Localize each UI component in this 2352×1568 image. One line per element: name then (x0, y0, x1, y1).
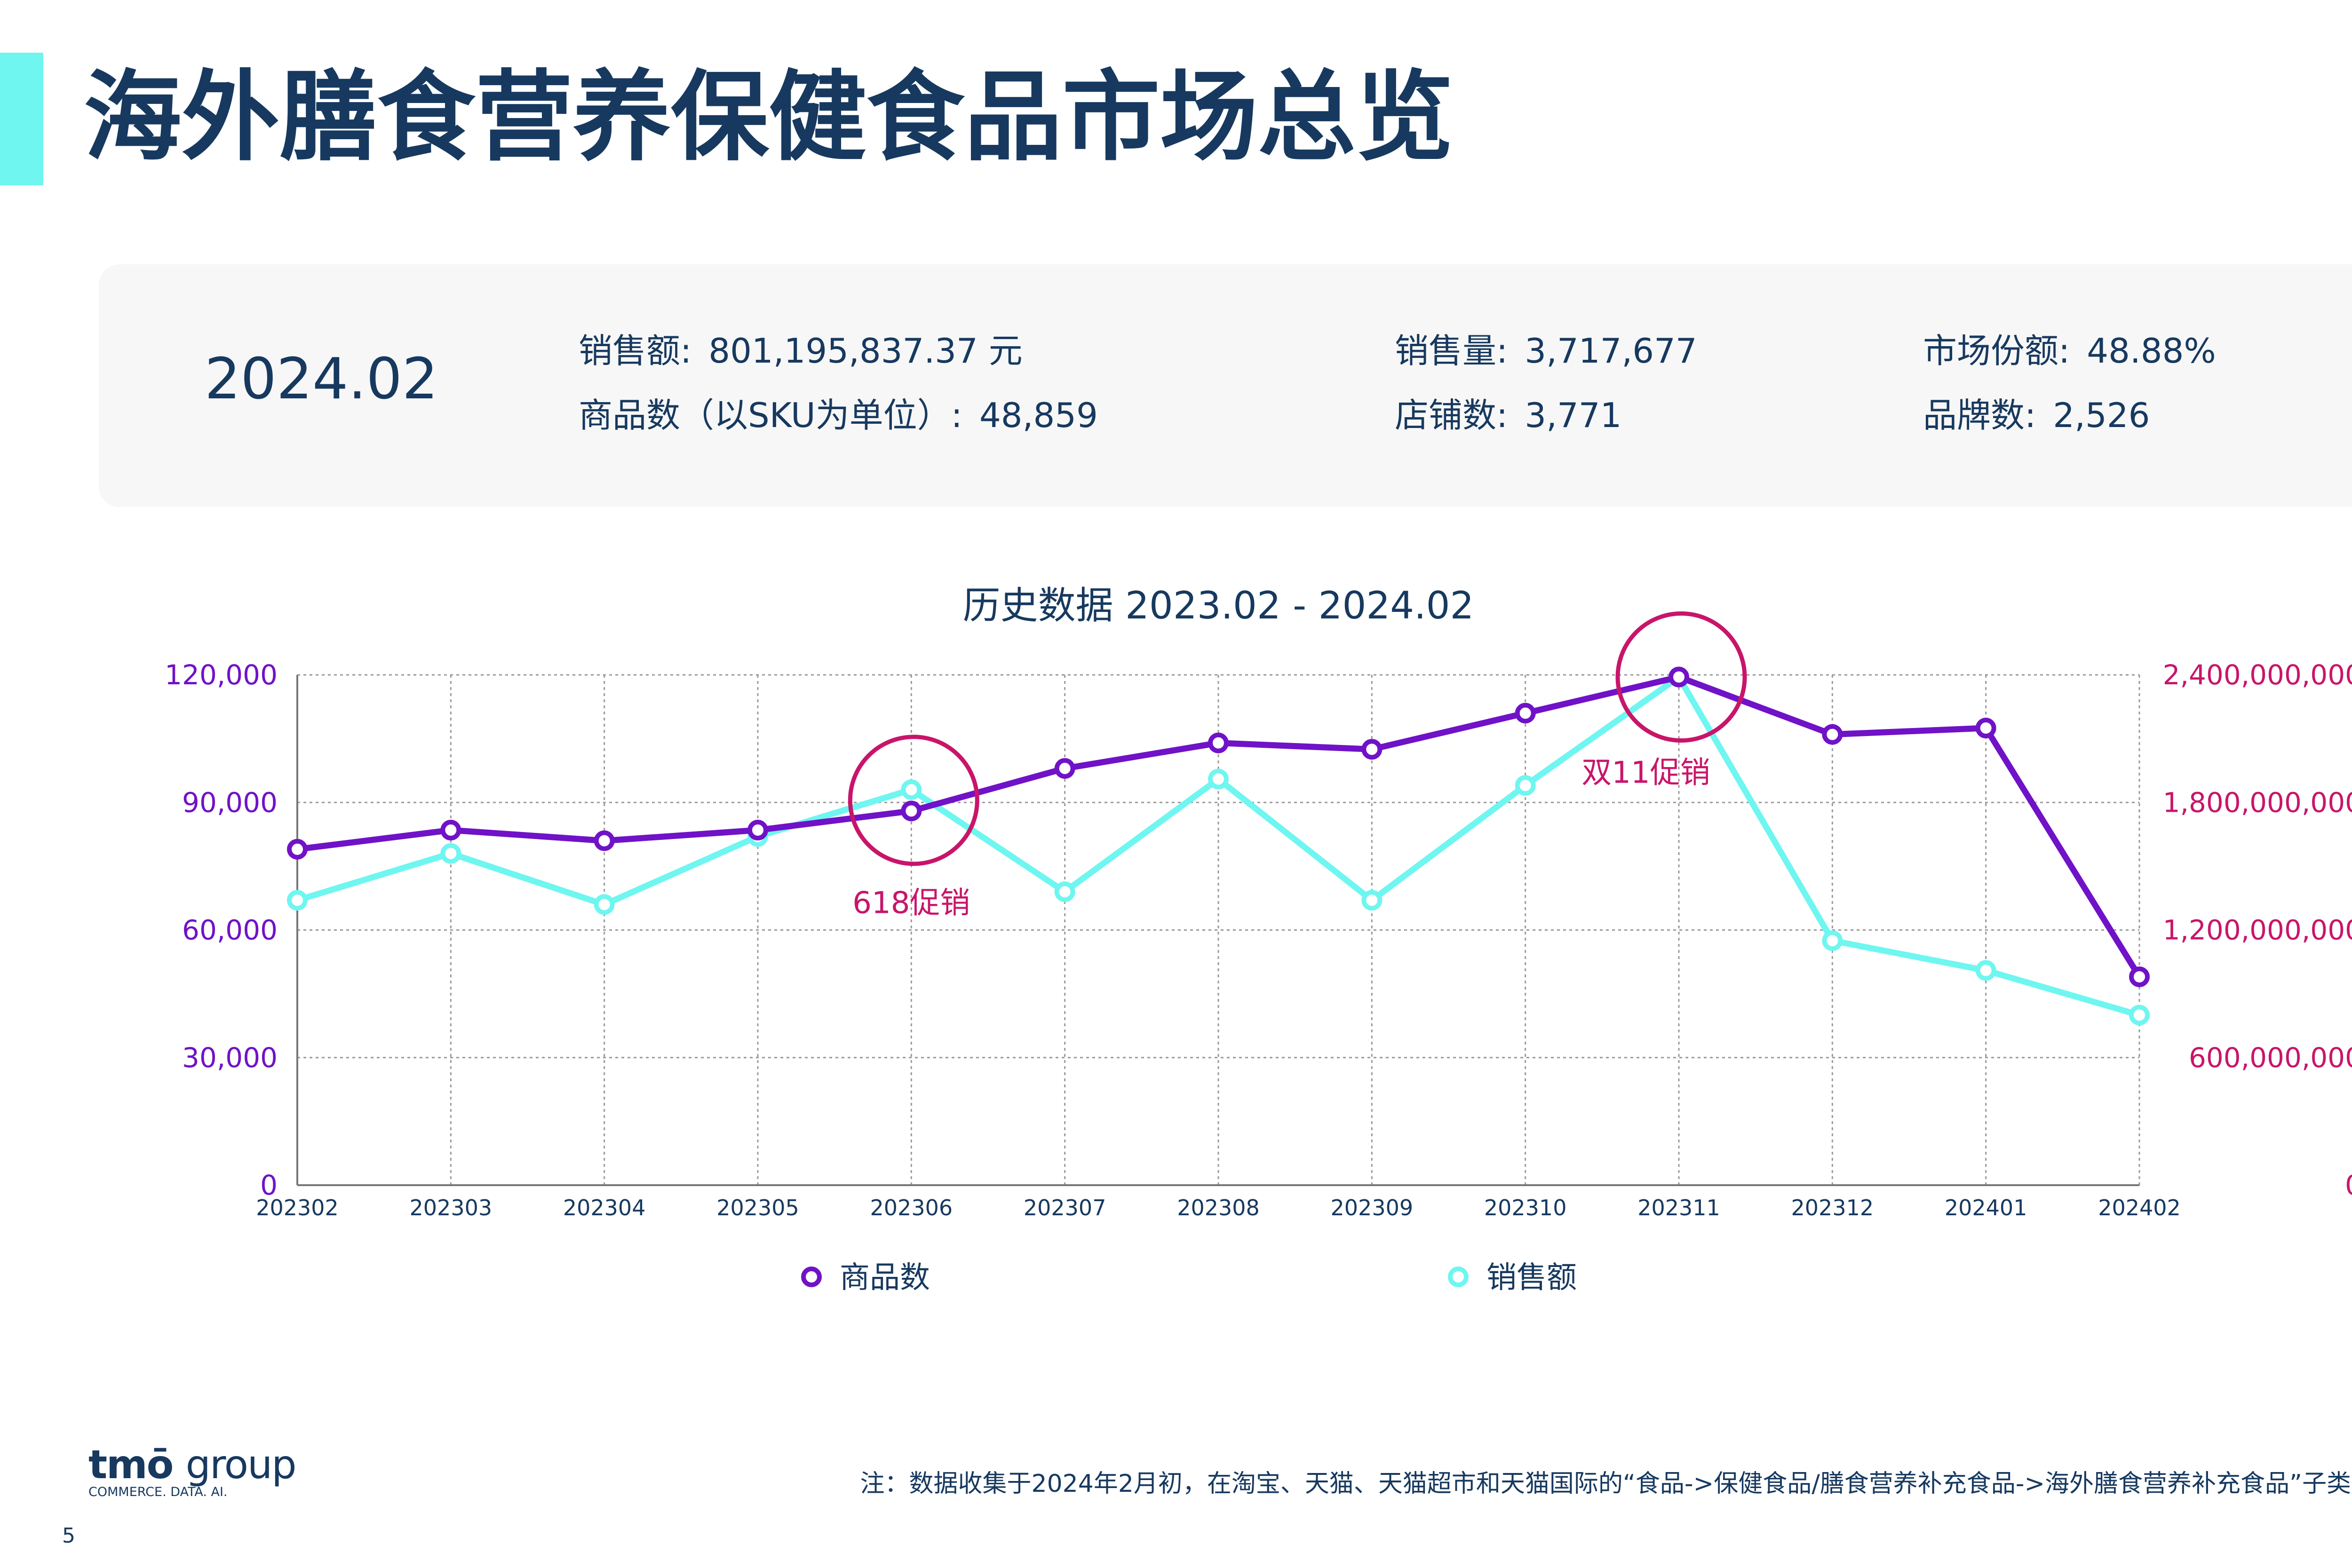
data-point (594, 830, 615, 851)
legend-label: 销售额 (1486, 1260, 1577, 1295)
stat-label: 店铺数: (1395, 396, 1508, 435)
stat-value: 3,717,677 (1525, 331, 1697, 371)
annotation-label: 双11促销 (1581, 756, 1710, 791)
data-point (287, 890, 308, 911)
x-tick-label: 202305 (716, 1195, 799, 1220)
stat-value: 3,771 (1525, 396, 1622, 435)
legend-marker (801, 1267, 822, 1287)
data-point (1822, 724, 1843, 745)
data-point (1208, 768, 1229, 790)
x-tick-label: 202309 (1331, 1195, 1414, 1220)
x-tick-label: 202401 (1945, 1195, 2027, 1220)
summary-card: 2024.02 销售额: 801,195,837.37 元 商品数（以SKU为单位… (99, 264, 2352, 507)
data-point (440, 843, 461, 864)
data-point (1515, 703, 1536, 724)
stat-value: 48,859 (979, 396, 1098, 435)
data-point (901, 779, 922, 800)
page-title: 海外膳食营养保健食品市场总览 (84, 61, 1454, 174)
x-tick-label: 202302 (256, 1195, 339, 1220)
logo-tmo: tmō (88, 1441, 174, 1488)
stat-brand-count: 品牌数: 2,526 (1923, 388, 2150, 437)
summary-date: 2024.02 (205, 347, 438, 412)
y-left-tick-label: 90,000 (182, 786, 278, 818)
footnote: 注：数据收集于2024年2月初，在淘宝、天猫、天猫超市和天猫国际的“食品->保健… (860, 1470, 2352, 1498)
x-tick-label: 202310 (1484, 1195, 1567, 1220)
data-point (1975, 718, 1996, 739)
y-right-tick-label: 1,200,000,000元 (2163, 914, 2352, 946)
data-point (1361, 739, 1383, 760)
page-number: 5 (62, 1524, 75, 1548)
chart-title: 历史数据 2023.02 - 2024.02 (963, 584, 1474, 627)
x-tick-label: 202306 (870, 1195, 953, 1220)
logo-group: group (185, 1441, 297, 1488)
legend-marker (1448, 1267, 1469, 1287)
legend-label: 商品数 (840, 1260, 930, 1295)
data-point (440, 820, 461, 841)
y-left-tick-label: 30,000 (182, 1042, 278, 1074)
tmo-group-logo: tmō group COMMERCE. DATA. AI. (88, 1441, 297, 1499)
history-chart: 历史数据 2023.02 - 2024.02 0 0元 30,000 600,000,0… (165, 584, 2352, 1295)
annotation-label: 618促销 (852, 886, 970, 921)
stat-market-share: 市场份额: 48.88% (1923, 323, 2216, 372)
stat-label: 市场份额: (1923, 331, 2070, 371)
x-tick-label: 202402 (2098, 1195, 2181, 1220)
data-point (1054, 758, 1075, 779)
logo-tagline: COMMERCE. DATA. AI. (88, 1485, 228, 1499)
data-point (1361, 890, 1383, 911)
data-point (1515, 775, 1536, 796)
title-accent-bar (0, 53, 43, 185)
data-point (901, 800, 922, 822)
y-right-tick-label: 1,800,000,000元 (2163, 786, 2352, 818)
stat-sales-volume: 销售量: 3,717,677 (1395, 323, 1697, 372)
x-tick-label: 202312 (1791, 1195, 1874, 1220)
stat-value: 2,526 (2053, 396, 2150, 435)
stat-label: 商品数（以SKU为单位）: (579, 396, 962, 435)
logo-wordmark: tmō group (88, 1441, 297, 1488)
x-tick-label: 202308 (1177, 1195, 1260, 1220)
data-point (2129, 1005, 2150, 1026)
y-right-tick-label: 0元 (2345, 1169, 2352, 1201)
y-left-tick-label: 0 (260, 1169, 278, 1201)
x-tick-label: 202303 (410, 1195, 493, 1220)
stat-label: 销售量: (1395, 331, 1508, 371)
annotation-circle (848, 735, 979, 866)
stat-store-count: 店铺数: 3,771 (1395, 388, 1621, 437)
y-left-tick-label: 120,000 (165, 659, 278, 691)
stat-label: 销售额: (579, 331, 692, 371)
stat-label: 品牌数: (1923, 396, 2036, 435)
data-point (594, 894, 615, 915)
data-point (1975, 960, 1996, 981)
data-point (1822, 930, 1843, 951)
data-point (1054, 881, 1075, 903)
x-tick-label: 202304 (563, 1195, 646, 1220)
annotation-circle (1615, 611, 1747, 743)
data-point (287, 839, 308, 860)
y-left-tick-label: 60,000 (182, 914, 278, 946)
stat-sales-amount: 销售额: 801,195,837.37 元 (579, 323, 1023, 372)
stat-sku-count: 商品数（以SKU为单位）: 48,859 (579, 388, 1098, 437)
data-point (1669, 666, 1689, 688)
y-right-tick-label: 2,400,000,000元 (2163, 659, 2352, 691)
x-tick-label: 202307 (1024, 1195, 1106, 1220)
data-point (2129, 966, 2150, 987)
y-right-tick-label: 600,000,000元 (2189, 1042, 2352, 1074)
stat-value: 48.88% (2087, 331, 2216, 371)
x-tick-label: 202311 (1637, 1195, 1720, 1220)
data-point (747, 820, 768, 841)
stat-value: 801,195,837.37 元 (708, 331, 1023, 371)
data-point (1208, 732, 1229, 753)
